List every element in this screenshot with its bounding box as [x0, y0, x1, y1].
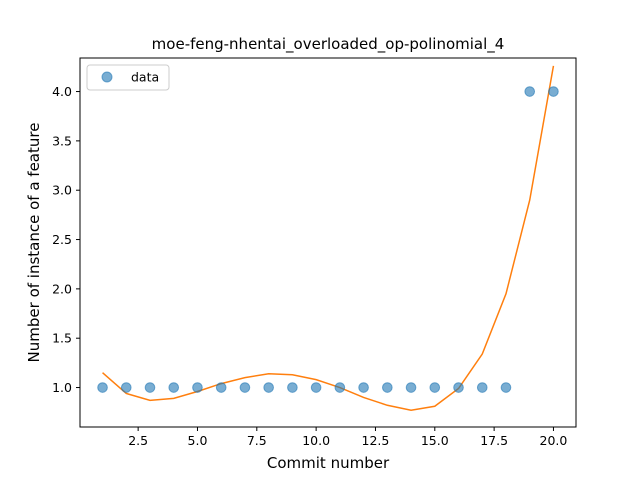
- x-tick-label: 17.5: [480, 433, 508, 448]
- x-tick-label: 10.0: [302, 433, 330, 448]
- data-point: [310, 382, 322, 393]
- legend: data: [86, 64, 170, 91]
- data-point: [287, 382, 298, 393]
- legend-label-data: data: [131, 70, 159, 85]
- data-point: [429, 382, 441, 393]
- y-tick-label: 1.0: [52, 380, 72, 395]
- x-tick-label: 20.0: [540, 433, 568, 448]
- y-tick-label: 4.0: [52, 84, 72, 99]
- legend-marker-data: [101, 71, 113, 83]
- chart-title: moe-feng-nhentai_overloaded_op-polinomia…: [152, 35, 505, 54]
- x-axis: 2.5 5.0 7.5 10.0 12.5 15.0 17.5 20.0: [128, 427, 567, 448]
- data-point: [405, 382, 417, 393]
- data-point: [239, 382, 251, 393]
- data-point: [263, 382, 274, 393]
- data-point: [168, 382, 180, 393]
- y-axis: 1.0 1.5 2.0 2.5 3.0 3.5 4.0: [52, 84, 80, 395]
- data-point: [192, 382, 203, 393]
- y-tick-label: 3.0: [52, 183, 72, 198]
- data-point: [548, 86, 559, 97]
- y-tick-label: 1.5: [52, 331, 72, 346]
- data-point: [500, 382, 512, 393]
- x-axis-label: Commit number: [267, 454, 390, 472]
- data-point: [97, 382, 108, 393]
- plot-frame: [79, 57, 577, 428]
- fit-line: [102, 65, 555, 411]
- legend-box: [86, 64, 170, 91]
- y-axis-label: Number of instance of a feature: [25, 123, 43, 363]
- data-point: [524, 86, 536, 97]
- x-tick-label: 2.5: [128, 433, 148, 448]
- plot-area: [97, 65, 559, 411]
- data-point: [120, 382, 132, 393]
- x-tick-label: 5.0: [188, 433, 208, 448]
- data-point: [215, 382, 227, 393]
- x-tick-label: 12.5: [362, 433, 390, 448]
- y-tick-label: 2.0: [52, 281, 72, 296]
- data-point: [334, 382, 346, 393]
- x-tick-label: 15.0: [421, 433, 449, 448]
- data-point: [453, 382, 464, 393]
- data-point: [476, 382, 488, 393]
- data-point: [382, 382, 393, 393]
- data-point: [144, 382, 156, 393]
- data-point: [358, 382, 369, 393]
- y-tick-label: 2.5: [52, 232, 72, 247]
- x-tick-label: 7.5: [247, 433, 267, 448]
- y-tick-label: 3.5: [52, 133, 72, 148]
